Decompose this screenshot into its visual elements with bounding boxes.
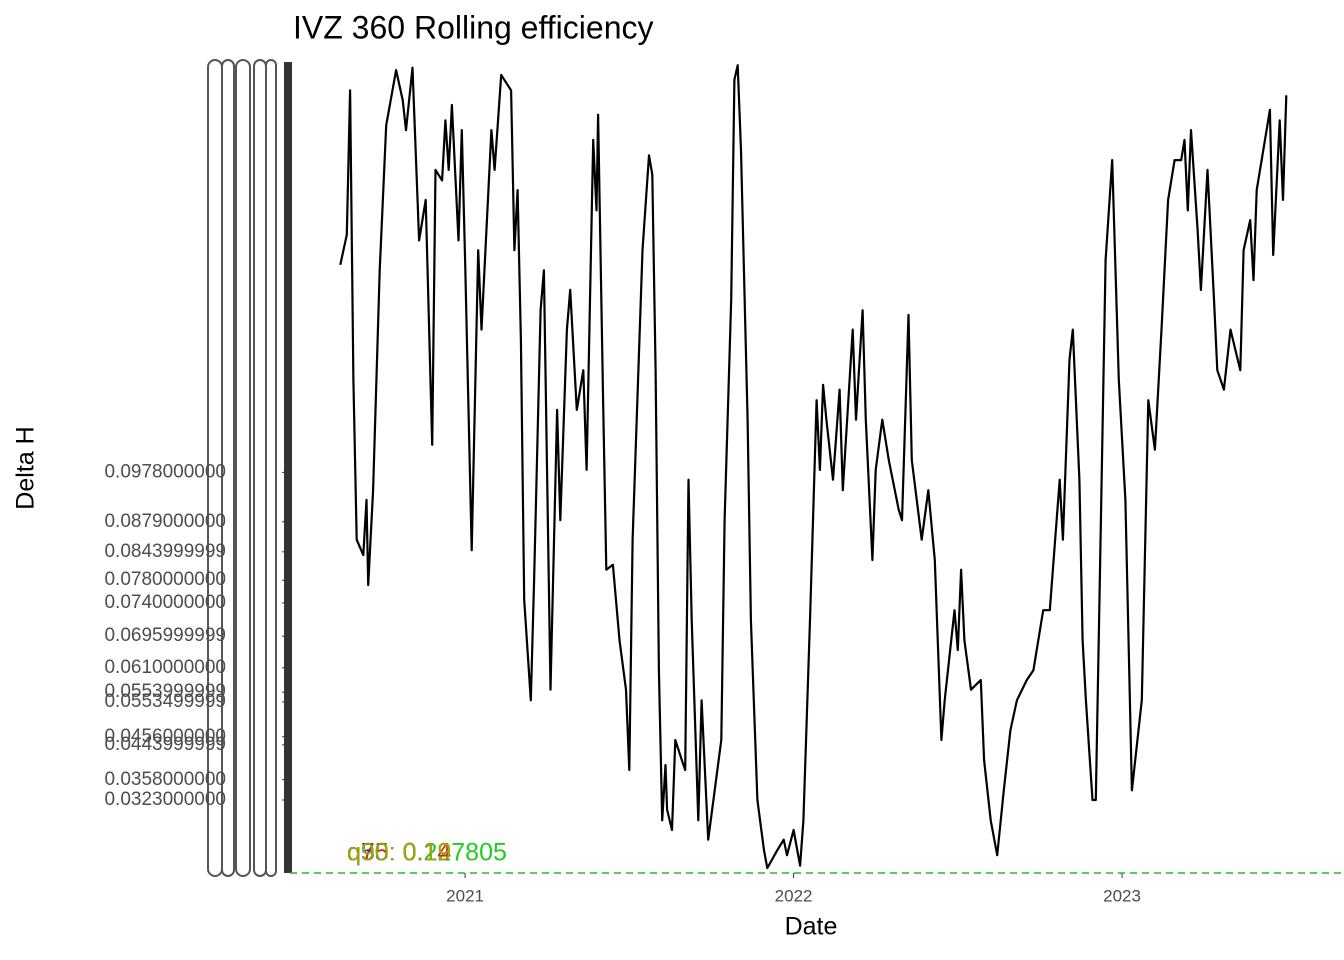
quantile-annotation: q50: 0.1 — [347, 839, 437, 867]
y-tick-label: 0.0443999999 — [104, 734, 226, 755]
y-axis-ticks-band — [284, 62, 292, 873]
quantile-annotation: q75: 0.14 — [347, 839, 451, 867]
chart-title: IVZ 360 Rolling efficiency — [293, 9, 653, 45]
y-tick-label: 0.0553499999 — [104, 691, 226, 712]
data-line — [339, 64, 1288, 870]
y-tick-label: 0.0843999999 — [104, 541, 226, 562]
y-tick-label: 0.0695999999 — [104, 625, 226, 646]
y-tick-label: 0.0358000000 — [104, 769, 226, 790]
y-tick-label: 0.0323000000 — [104, 789, 226, 810]
y-tick-label: 0.0978000000 — [104, 461, 226, 482]
quantile-annotation: q95: 0.227805 — [347, 839, 507, 867]
y-tick-label: 0.0740000000 — [104, 592, 226, 613]
y-tick-label: 0.0456000000 — [104, 726, 226, 747]
y-axis-title: Delta H — [12, 426, 40, 509]
x-tick-label: 2021 — [446, 886, 484, 905]
x-tick-label: 2022 — [775, 886, 813, 905]
x-axis-title: Date — [785, 913, 838, 941]
quantile-annotation: q90: 0.19 — [347, 839, 451, 867]
y-tick-label: 0.0879000000 — [104, 511, 226, 532]
y-tick-label: 0.0610000000 — [104, 657, 226, 678]
x-tick-label: 2023 — [1103, 886, 1141, 905]
y-tick-label: 0.0553999999 — [104, 681, 226, 702]
y-tick-label: 0.0780000000 — [104, 569, 226, 590]
overlapping-tick-clutter — [207, 59, 277, 877]
